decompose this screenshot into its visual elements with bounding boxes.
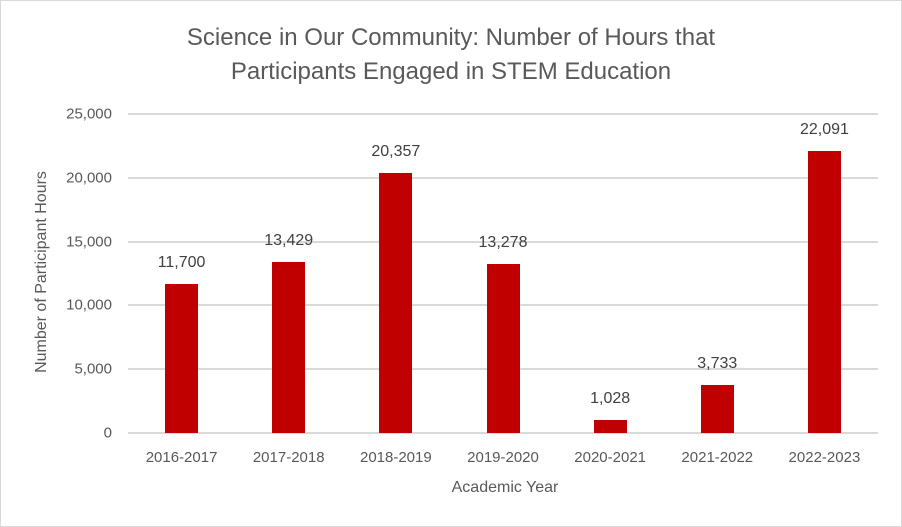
gridline	[128, 176, 878, 179]
bar-2020-2021	[593, 419, 627, 433]
gridline	[128, 240, 878, 243]
gridline	[128, 432, 878, 434]
y-tick-label: 0	[103, 424, 112, 442]
bar-2016-2017	[165, 283, 199, 433]
data-label: 13,278	[478, 233, 528, 251]
data-label: 1,028	[590, 389, 631, 407]
x-tick-label: 2021-2022	[681, 449, 754, 466]
x-tick-label: 2022-2023	[788, 449, 861, 466]
y-tick-label: 10,000	[66, 296, 112, 314]
x-tick-label: 2019-2020	[467, 449, 539, 466]
bar-2021-2022	[700, 385, 734, 433]
x-tick-label: 2017-2018	[252, 449, 325, 466]
data-label: 20,357	[371, 143, 421, 161]
data-label: 13,429	[264, 231, 314, 249]
x-tick-label: 2016-2017	[145, 449, 218, 466]
data-label: 22,091	[799, 121, 849, 139]
bar-2018-2019	[379, 173, 413, 433]
data-label: 3,733	[697, 355, 738, 373]
y-tick-label: 20,000	[66, 169, 112, 187]
y-tick-label: 25,000	[66, 105, 112, 123]
chart-title-line2: Participants Engaged in STEM Education	[230, 58, 672, 85]
bar-2019-2020	[486, 263, 520, 433]
data-label: 11,700	[157, 253, 206, 271]
bar-2022-2023	[807, 151, 841, 433]
y-tick-label: 5,000	[74, 360, 112, 378]
chart-title-line1: Science in Our Community: Number of Hour…	[186, 24, 716, 51]
y-tick-label: 15,000	[66, 233, 112, 251]
x-tick-label: 2018-2019	[359, 449, 432, 466]
x-axis-label: Academic Year	[451, 479, 559, 496]
gridline	[128, 113, 878, 115]
x-tick-label: 2020-2021	[574, 449, 647, 466]
bar-2017-2018	[272, 261, 306, 433]
y-axis-label: Number of Participant Hours	[33, 171, 50, 373]
